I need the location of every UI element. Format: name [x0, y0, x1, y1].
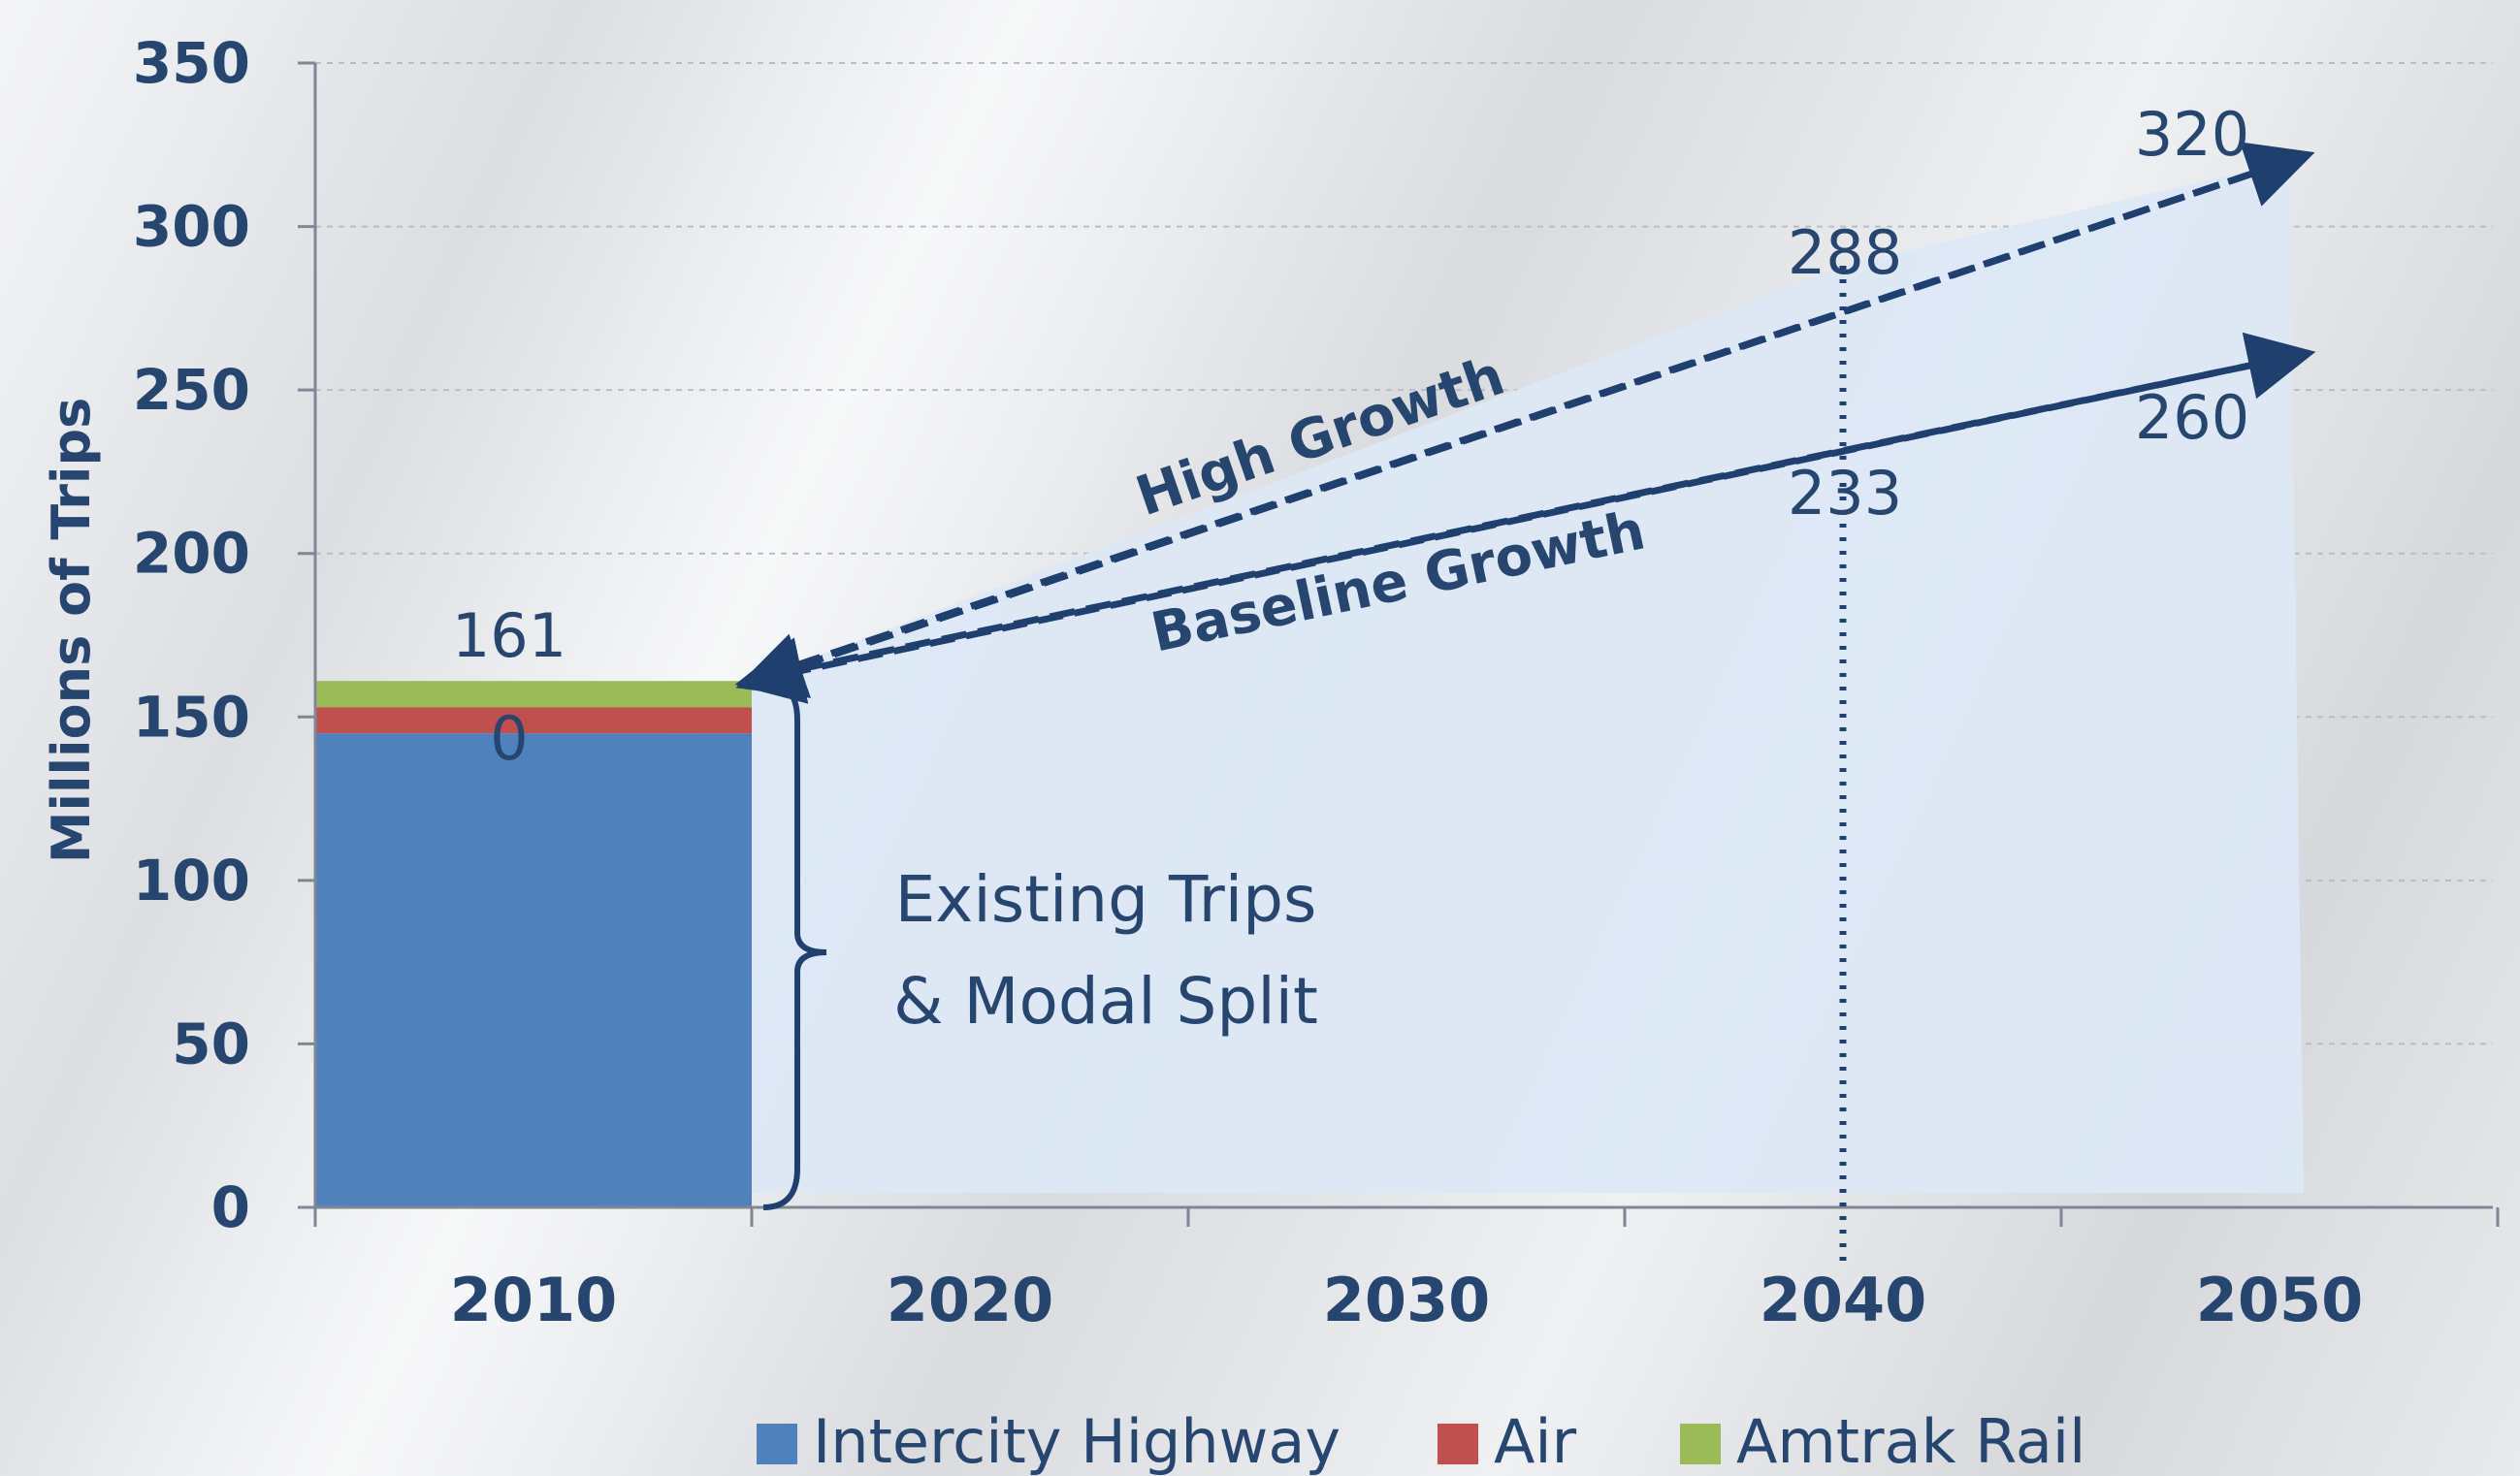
y-tick-0: 0 — [211, 1174, 250, 1240]
projection-line-0 — [759, 142, 2315, 681]
label-288: 288 — [1788, 217, 1902, 288]
x-tick-2050: 2050 — [2196, 1265, 2364, 1335]
bar-amtrak-rail — [315, 681, 752, 708]
label-320: 320 — [2135, 99, 2249, 170]
y-tick-300: 300 — [133, 194, 250, 260]
x-tick-labels: 2010 2020 2030 2040 2050 — [450, 1265, 2364, 1335]
bar-air — [315, 707, 752, 734]
existing-trips-brace — [762, 678, 827, 1210]
y-tick-150: 150 — [133, 684, 250, 750]
projection-lines — [734, 142, 2316, 1261]
label-260: 260 — [2135, 382, 2249, 453]
y-tick-250: 250 — [133, 357, 250, 423]
modal-split-label: & Modal Split — [893, 964, 1318, 1039]
legend: Intercity Highway Air Amtrak Rail — [757, 1406, 2085, 1476]
x-tick-2020: 2020 — [887, 1265, 1054, 1335]
y-tick-50: 50 — [172, 1011, 250, 1076]
legend-label-air: Air — [1494, 1406, 1577, 1476]
y-tick-100: 100 — [133, 848, 250, 914]
existing-trips-label: Existing Trips — [895, 862, 1317, 937]
projection-area — [752, 161, 2304, 1194]
legend-swatch-highway — [757, 1424, 797, 1464]
legend-swatch-air — [1438, 1424, 1478, 1464]
projection-line-1 — [760, 332, 2316, 681]
legend-label-rail: Amtrak Rail — [1736, 1406, 2085, 1476]
y-tick-labels: 0 50 100 150 200 250 300 350 — [133, 30, 250, 1240]
label-0: 0 — [490, 703, 528, 774]
legend-label-highway: Intercity Highway — [813, 1406, 1341, 1476]
label-161: 161 — [452, 600, 566, 671]
x-tick-2010: 2010 — [450, 1265, 618, 1335]
x-tick-2030: 2030 — [1323, 1265, 1491, 1335]
x-tick-2040: 2040 — [1760, 1265, 1927, 1335]
bar-stack-2010 — [315, 681, 752, 1207]
label-233: 233 — [1788, 458, 1902, 529]
legend-swatch-rail — [1680, 1424, 1721, 1464]
y-tick-350: 350 — [133, 30, 250, 96]
bar-intercity-highway — [315, 733, 752, 1207]
annotations — [762, 678, 827, 1210]
axes — [298, 61, 2500, 1227]
y-tick-200: 200 — [133, 521, 250, 587]
y-axis-label: Millions of Trips — [41, 398, 102, 864]
